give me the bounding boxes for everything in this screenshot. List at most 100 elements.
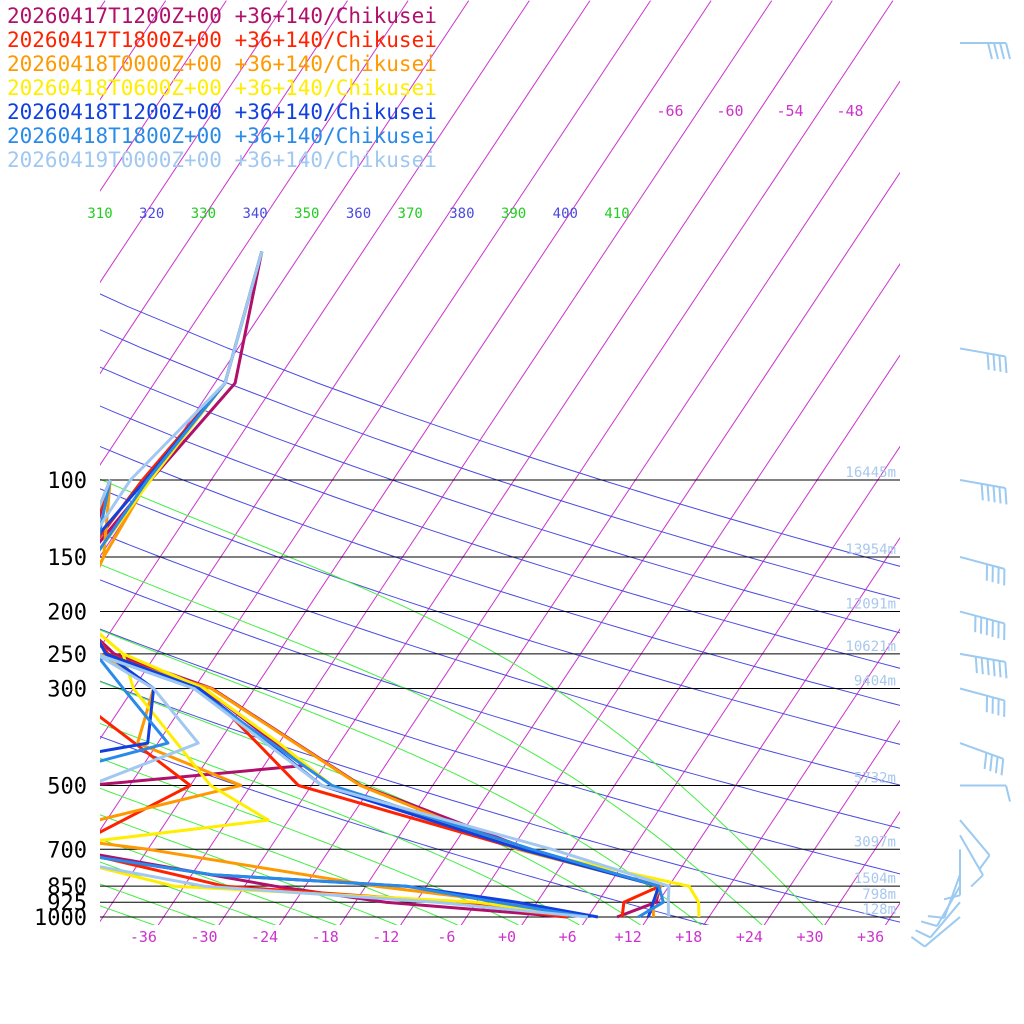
isotherm-line [100, 0, 651, 832]
wind-barbs [910, 42, 1011, 948]
height-label: 16445m [845, 465, 896, 481]
barb-flag [999, 42, 1005, 60]
pressure-label: 250 [47, 643, 87, 668]
x-tick-label: +6 [559, 928, 577, 946]
isotherm-line [100, 0, 227, 192]
theta-label: 390 [501, 206, 526, 222]
isotherm-line [100, 0, 409, 466]
dewpoint-line [100, 479, 568, 919]
temperature-line [100, 251, 661, 918]
moist-adiabat [100, 861, 277, 925]
wind-barb [959, 479, 1008, 505]
theta-label: 330 [191, 206, 216, 222]
wind-barb [960, 784, 1011, 802]
isotherm-line [642, 536, 900, 925]
pressure-label: 700 [47, 838, 87, 863]
wind-barb [959, 819, 991, 870]
barb-shaft [959, 347, 1006, 358]
dry-adiabat [100, 628, 900, 875]
isotherm-line [100, 0, 530, 649]
theta-label: 340 [242, 206, 267, 222]
barb-flag [1005, 785, 1011, 802]
x-tick-label: -12 [372, 928, 399, 946]
wind-barb [959, 742, 1005, 776]
sounding-series [100, 251, 701, 919]
isotherm-label: -48 [836, 102, 863, 120]
barb-flag [910, 936, 926, 948]
legend-entry: 20260418T1800Z+00 +36+140/Chikusei [7, 124, 437, 148]
wind-barb [915, 901, 961, 939]
barb-shaft [924, 916, 961, 948]
isotherm-line [400, 171, 900, 925]
dry-adiabat-lines [100, 293, 900, 925]
legend-entry: 20260417T1800Z+00 +36+140/Chikusei [7, 28, 437, 52]
isotherm-line [581, 445, 900, 925]
pressure-label: 150 [47, 546, 87, 571]
x-tick-label: -36 [130, 928, 157, 946]
barb-shaft [959, 742, 1004, 760]
wind-barb [920, 885, 961, 927]
temperature-line [100, 251, 663, 918]
isotherm-line [218, 0, 833, 925]
x-tick-label: +24 [736, 928, 763, 946]
barb-shaft [959, 834, 984, 876]
pressure-label: 925 [47, 891, 87, 916]
isotherm-line [157, 0, 773, 925]
isotherm-line [945, 1, 1024, 927]
dry-adiabat [100, 329, 900, 600]
barb-flag [992, 354, 996, 371]
isotherm-line [339, 80, 900, 925]
isotherm-line [703, 628, 900, 925]
x-tick-label: -18 [312, 928, 339, 946]
wind-barb [959, 652, 1008, 679]
x-tick-label: -6 [437, 928, 455, 946]
barb-flag [980, 483, 984, 501]
height-label: 798m [862, 887, 896, 903]
x-tick-label: +36 [857, 928, 884, 946]
isotherm-line [763, 719, 900, 925]
barb-shaft [936, 885, 961, 927]
isotherm-line [1006, 1, 1024, 927]
isotherm-line [100, 0, 348, 375]
theta-label: 320 [139, 206, 164, 222]
barb-flag [1004, 661, 1008, 679]
barb-flag [980, 657, 984, 675]
moist-adiabat [100, 883, 216, 925]
pressure-label: 1000 [34, 906, 87, 931]
height-label: 13954m [845, 542, 896, 558]
wind-barb [959, 555, 1006, 586]
isotherm-line [521, 354, 900, 925]
x-tick-label: +30 [796, 928, 823, 946]
x-tick-label: -30 [190, 928, 217, 946]
height-label: 10621m [845, 639, 896, 655]
wind-barb [910, 916, 961, 948]
theta-label: 370 [398, 206, 423, 222]
temperature-line [100, 251, 671, 918]
barb-shaft [959, 819, 991, 856]
theta-label: 380 [449, 206, 474, 222]
barb-flag [1000, 758, 1005, 776]
x-tick-label: -24 [251, 928, 278, 946]
isotherm-line [884, 902, 900, 925]
barb-flag [983, 752, 988, 770]
barb-flag [992, 659, 996, 677]
isotherm-line [100, 0, 288, 284]
pressure-label: 300 [47, 678, 87, 703]
height-label: 5732m [854, 770, 896, 786]
moist-adiabat [100, 563, 763, 925]
dewpoint-line [100, 479, 588, 919]
barb-flag [998, 355, 1002, 372]
height-label: 128m [862, 902, 896, 918]
isotherm-line [824, 810, 900, 925]
legend-entry: 20260419T0000Z+00 +36+140/Chikusei [7, 148, 437, 172]
barb-flag [986, 484, 990, 502]
x-tick-label: +18 [675, 928, 702, 946]
theta-label: 360 [346, 206, 371, 222]
legend: 20260417T1200Z+00 +36+140/Chikusei202604… [7, 4, 437, 172]
isotherm-line [278, 0, 894, 925]
barb-flag [998, 486, 1002, 504]
barb-shaft [959, 687, 1005, 702]
wind-barb [959, 347, 1008, 373]
pressure-label: 500 [47, 774, 87, 799]
